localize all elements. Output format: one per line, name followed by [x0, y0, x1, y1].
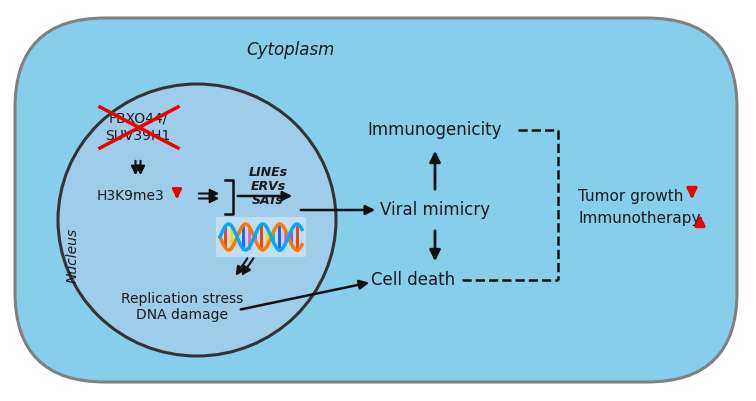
Text: ERVs: ERVs [250, 180, 286, 192]
Text: Immunotherapy: Immunotherapy [578, 211, 701, 225]
Text: SUV39H1: SUV39H1 [105, 129, 171, 143]
Text: LINEs: LINEs [249, 166, 287, 178]
FancyBboxPatch shape [15, 18, 737, 382]
Text: FBXO44/: FBXO44/ [108, 111, 168, 125]
Text: Nucleus: Nucleus [66, 227, 80, 283]
FancyBboxPatch shape [216, 217, 306, 257]
Text: Viral mimicry: Viral mimicry [380, 201, 490, 219]
Text: Cell death: Cell death [371, 271, 455, 289]
Text: Tumor growth: Tumor growth [578, 188, 683, 203]
Text: DNA damage: DNA damage [136, 308, 228, 322]
Text: Immunogenicity: Immunogenicity [367, 121, 502, 139]
Ellipse shape [58, 84, 336, 356]
Text: SATs: SATs [252, 194, 284, 207]
Text: Cytoplasm: Cytoplasm [246, 41, 334, 59]
Text: H3K9me3: H3K9me3 [96, 189, 164, 203]
Text: Replication stress: Replication stress [121, 292, 243, 306]
